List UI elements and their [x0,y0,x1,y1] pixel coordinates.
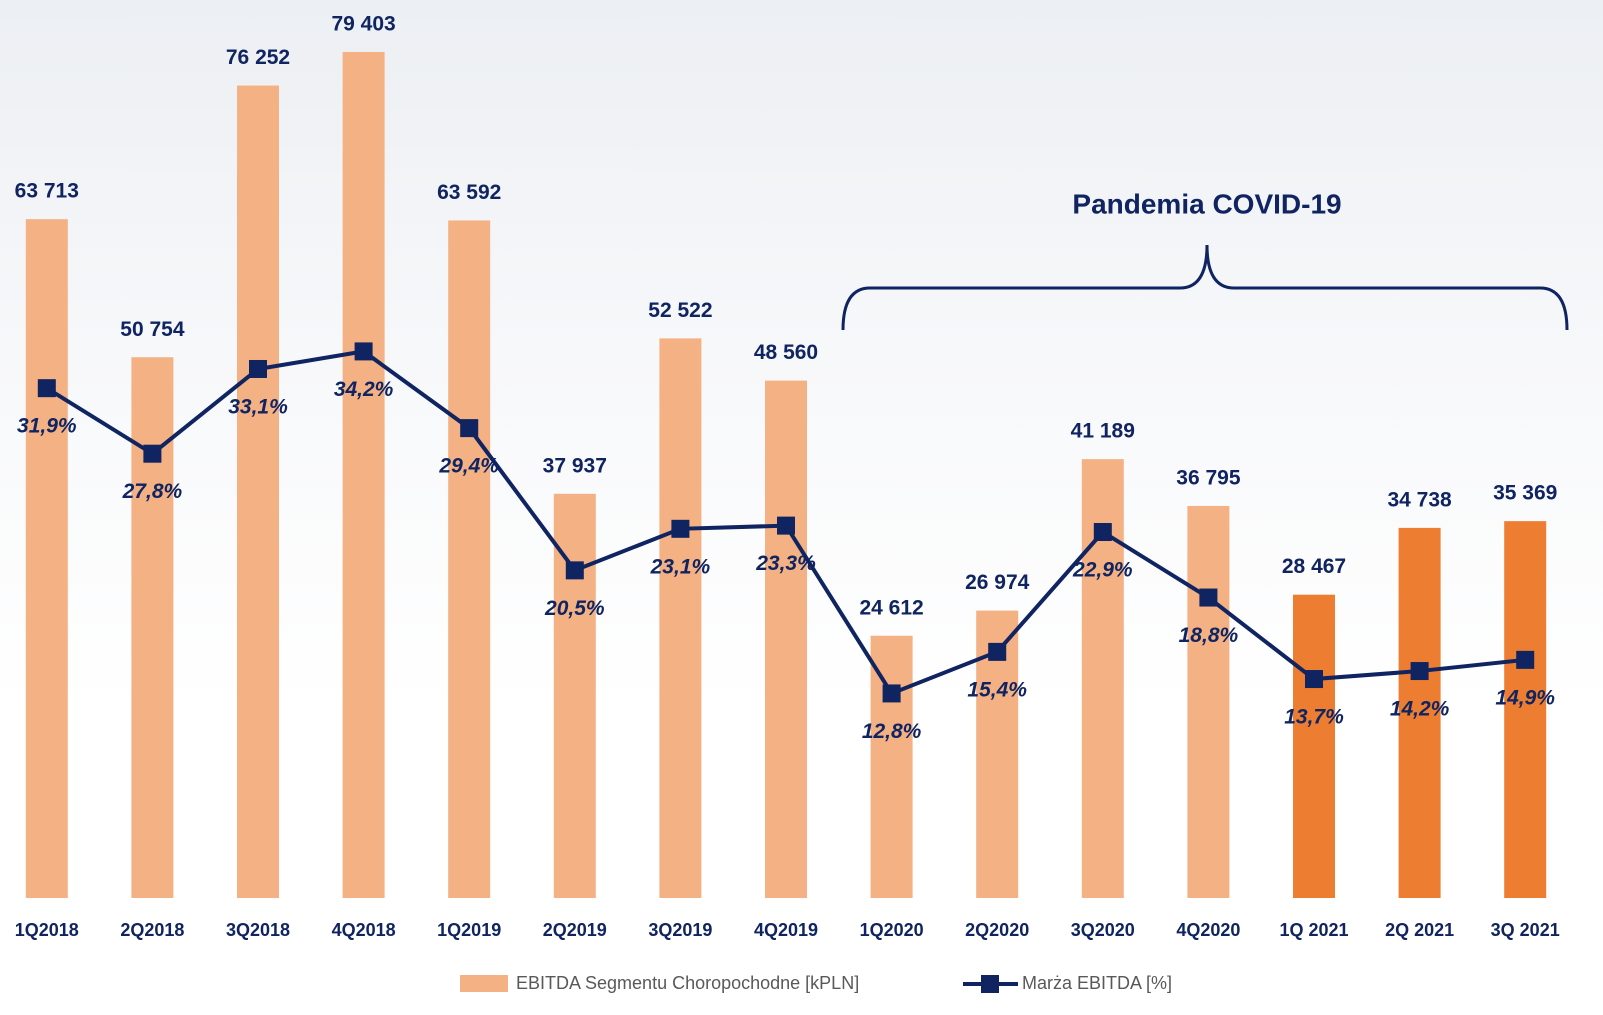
line-marker [1199,588,1218,607]
bar-value-label: 28 467 [1282,555,1346,578]
bar [870,635,913,898]
x-tick-label: 1Q2018 [15,920,79,940]
bar [659,338,702,898]
line-marker [1516,650,1535,669]
x-tick-label: 1Q2020 [860,920,924,940]
line-value-label: 14,9% [1495,686,1555,709]
line-marker [1305,670,1323,689]
bar-value-label: 76 252 [226,46,290,69]
line-marker [460,419,479,438]
line-value-label: 27,8% [122,480,183,503]
line-value-label: 34,2% [334,378,394,401]
bar [342,51,385,899]
bar-value-label: 35 369 [1493,482,1557,505]
bar-value-label: 50 754 [120,318,185,341]
line-value-label: 23,1% [650,555,711,578]
legend-label: EBITDA Segmentu Choropochodne [kPLN] [516,973,859,993]
bar-value-label: 37 937 [543,454,607,477]
legend-swatch [460,975,508,992]
bar-value-label: 48 560 [754,341,818,364]
line-value-label: 18,8% [1179,624,1239,647]
line-marker [354,342,373,361]
bar [448,220,491,898]
line-value-label: 23,3% [755,552,816,575]
line-marker [565,561,584,580]
x-tick-label: 3Q2019 [648,920,712,940]
line-value-label: 29,4% [438,455,499,478]
line-value-label: 12,8% [862,720,922,743]
bar-value-label: 36 795 [1176,467,1241,490]
line-value-label: 15,4% [967,678,1027,701]
bar-value-label: 63 713 [15,180,79,203]
legend-label: Marża EBITDA [%] [1022,973,1172,993]
x-tick-label: 3Q2020 [1071,920,1135,940]
bar [765,380,807,899]
line-marker [37,379,56,398]
line-marker [249,359,267,378]
legend-swatch [981,975,999,993]
bar [553,493,596,898]
bar-value-label: 52 522 [648,299,712,322]
line-marker [1093,523,1112,542]
x-tick-label: 1Q2019 [437,920,501,940]
x-tick-label: 2Q2018 [120,920,184,940]
bar [1398,527,1441,898]
x-tick-label: 4Q2020 [1176,920,1240,940]
line-marker [777,516,795,535]
line-value-label: 13,7% [1284,706,1344,729]
x-tick-label: 3Q2018 [226,920,290,940]
x-tick-label: 2Q2019 [543,920,607,940]
bar-value-label: 41 189 [1071,420,1135,443]
x-tick-label: 4Q2018 [332,920,396,940]
line-marker [882,684,901,703]
bar-value-label: 63 592 [437,181,501,204]
line-marker [988,642,1007,661]
annotation: Pandemia COVID-19 [1072,188,1341,219]
bar [25,219,68,899]
x-tick-label: 2Q 2021 [1385,920,1454,940]
bar-value-label: 79 403 [331,13,395,36]
bar [1504,521,1547,898]
line-value-label: 31,9% [17,415,77,438]
line-value-label: 14,2% [1390,698,1450,721]
x-tick-label: 2Q2020 [965,920,1029,940]
line-marker [671,519,690,538]
x-tick-label: 3Q 2021 [1491,920,1560,940]
line-value-label: 22,9% [1072,559,1133,582]
line-marker [143,444,162,463]
x-tick-label: 4Q2019 [754,920,818,940]
line-value-label: 33,1% [228,396,288,419]
x-tick-label: 1Q 2021 [1279,920,1348,940]
bar [131,357,174,898]
bar [237,85,279,898]
line-value-label: 20,5% [544,597,605,620]
bar-value-label: 34 738 [1387,488,1452,511]
bar-value-label: 24 612 [859,596,923,619]
bar [1293,594,1335,898]
covid-brace [841,244,1569,331]
bar-value-label: 26 974 [965,571,1030,594]
bar [1187,505,1230,898]
line-marker [1410,662,1429,681]
